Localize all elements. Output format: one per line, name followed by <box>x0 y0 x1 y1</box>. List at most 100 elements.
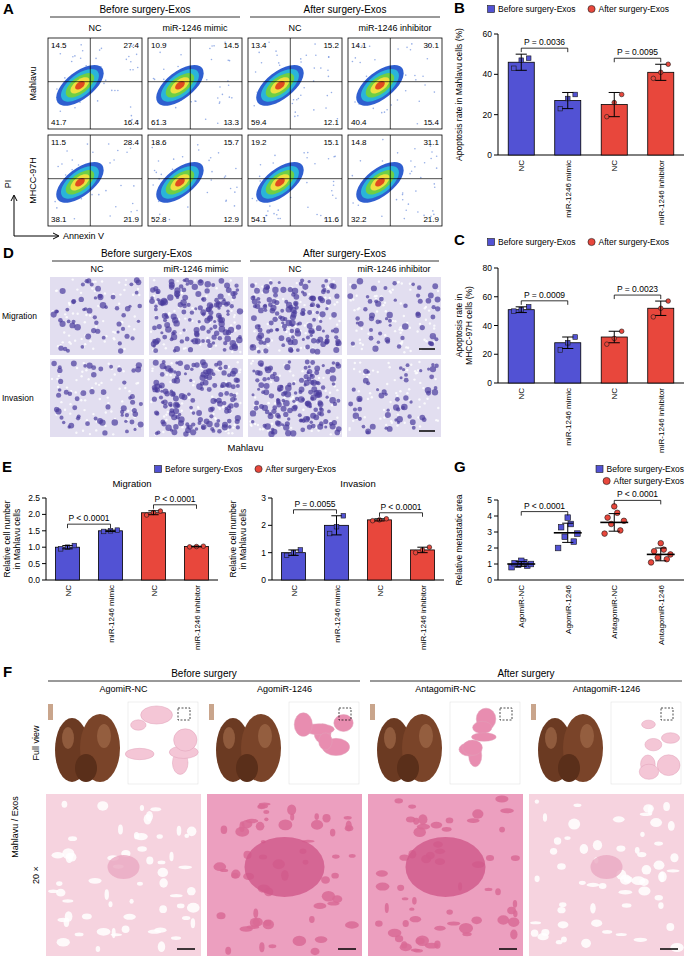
pore <box>408 388 410 390</box>
cell <box>80 390 86 396</box>
event-dot <box>60 53 62 55</box>
cell <box>309 330 312 333</box>
quadrant-value: 11.5 <box>51 138 67 147</box>
cell <box>400 376 403 379</box>
pore <box>330 433 332 435</box>
pore <box>372 369 374 371</box>
cell <box>117 330 120 333</box>
tissue-detail <box>344 816 352 819</box>
pore <box>169 381 171 383</box>
pore <box>389 401 391 403</box>
cell <box>62 421 65 424</box>
tissue-detail <box>75 933 84 937</box>
tissue-detail <box>56 881 62 886</box>
event-dot <box>305 54 307 56</box>
cell <box>211 283 215 287</box>
pore <box>390 420 392 422</box>
density-contour <box>149 154 210 210</box>
micrograph <box>149 277 243 355</box>
cell <box>269 281 273 285</box>
cell <box>396 407 400 411</box>
event-dot <box>382 139 384 141</box>
density-contour <box>274 176 287 188</box>
cell <box>265 367 272 374</box>
pore <box>74 339 76 341</box>
event-dot <box>297 115 299 117</box>
event-dot <box>57 166 59 168</box>
event-dot <box>314 43 316 45</box>
micrograph <box>149 359 243 437</box>
event-dot <box>296 99 298 101</box>
cell <box>348 402 353 407</box>
pore <box>267 344 269 346</box>
pore <box>356 295 358 297</box>
cell <box>275 413 280 418</box>
cell <box>163 404 168 409</box>
event-dot <box>396 199 398 201</box>
cell <box>251 315 257 321</box>
quadrant-value: 11.6 <box>324 215 340 224</box>
cell <box>168 402 173 407</box>
pore <box>193 380 195 382</box>
pore <box>300 347 302 349</box>
event-dot <box>331 92 333 94</box>
pore <box>360 328 362 330</box>
cell <box>286 337 291 342</box>
tissue-detail <box>64 917 70 926</box>
pore <box>104 340 106 342</box>
pore <box>377 371 379 373</box>
cell <box>394 298 397 301</box>
event-dot <box>320 67 322 69</box>
column-label: NC <box>91 264 104 274</box>
event-dot <box>117 90 119 92</box>
cell <box>305 345 310 350</box>
tissue-detail <box>68 836 77 841</box>
cell <box>182 304 187 309</box>
pore <box>359 361 361 363</box>
cell <box>131 368 135 372</box>
cell <box>232 295 236 299</box>
quadrant-value: 10.9 <box>151 41 167 50</box>
pore <box>118 303 120 305</box>
tissue <box>294 713 312 737</box>
cell <box>189 379 192 382</box>
pore <box>305 332 307 334</box>
event-dot <box>71 159 73 161</box>
tissue-detail <box>82 914 92 920</box>
pore <box>233 316 235 318</box>
pore <box>282 298 284 300</box>
cell <box>262 377 267 382</box>
cell <box>60 288 66 294</box>
cell <box>122 380 126 384</box>
event-dot <box>159 52 161 54</box>
tissue-detail <box>158 868 169 877</box>
cell <box>314 366 320 372</box>
event-dot <box>415 79 417 81</box>
event-dot <box>386 109 388 111</box>
cell <box>318 296 322 300</box>
cell <box>207 387 212 392</box>
cell <box>251 420 255 424</box>
cell <box>404 378 409 383</box>
event-dot <box>277 209 279 211</box>
tissue-detail <box>97 928 111 936</box>
event-dot <box>130 147 132 149</box>
pore <box>397 281 399 283</box>
cell <box>324 279 328 283</box>
flow-plot: 10.914.561.313.3 <box>148 38 242 129</box>
event-dot <box>300 58 302 60</box>
event-dot <box>405 90 407 92</box>
pore <box>95 429 97 431</box>
pore <box>338 320 340 322</box>
cell <box>287 417 290 420</box>
cell <box>77 415 81 419</box>
cell <box>188 425 193 430</box>
cell <box>214 331 219 336</box>
pore <box>233 424 235 426</box>
event-dot <box>219 101 221 103</box>
tissue-detail <box>263 919 274 929</box>
cell <box>223 348 227 352</box>
cell <box>274 300 279 305</box>
pore <box>179 332 181 334</box>
cell <box>304 383 307 386</box>
